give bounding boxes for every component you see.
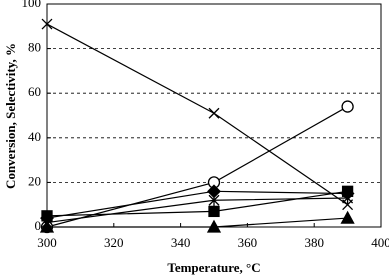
x-tick-label: 360 — [238, 235, 258, 250]
marker — [208, 107, 220, 119]
y-axis-title: Conversion, Selectivity, % — [3, 43, 18, 189]
y-tick-label: 20 — [28, 173, 41, 188]
y-tick-label: 100 — [22, 0, 42, 10]
y-tick-label: 60 — [28, 84, 41, 99]
x-tick-label: 300 — [37, 235, 57, 250]
y-tick-label: 0 — [35, 218, 42, 233]
x-tick-label: 400 — [371, 235, 389, 250]
series-line — [46, 106, 348, 228]
x-tick-label: 340 — [171, 235, 191, 250]
series-line — [46, 190, 348, 217]
y-tick-label: 80 — [28, 40, 41, 55]
y-tick-label: 40 — [28, 129, 41, 144]
marker — [341, 100, 354, 113]
x-axis-title: Temperature, °C — [167, 260, 260, 275]
series-line — [47, 217, 348, 228]
marker — [41, 18, 53, 30]
marker — [208, 194, 220, 207]
marker — [39, 219, 55, 233]
x-tick-label: 380 — [304, 235, 324, 250]
marker — [340, 210, 355, 224]
x-tick-label: 320 — [104, 235, 124, 250]
series-line — [46, 23, 348, 206]
marker — [206, 219, 222, 233]
marker — [208, 205, 220, 218]
marker — [342, 192, 354, 205]
